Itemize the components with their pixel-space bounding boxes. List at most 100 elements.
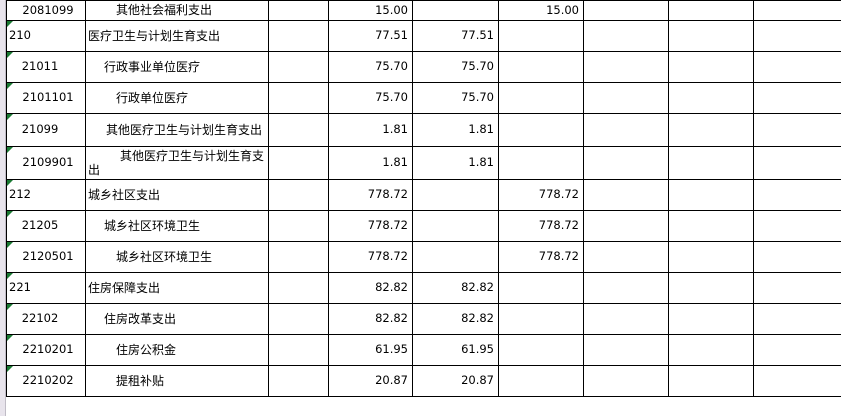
cell-amount-empty[interactable]: [583, 303, 669, 335]
cell-amount-empty[interactable]: [583, 51, 669, 83]
cell-amount-empty[interactable]: [753, 334, 841, 366]
cell-amount-empty[interactable]: [268, 272, 329, 304]
table-row[interactable]: 21205 城乡社区环境卫生 778.72 778.72: [6, 210, 841, 242]
cell-budget-code[interactable]: 2109901: [6, 146, 86, 180]
cell-budget-code[interactable]: 21011: [6, 51, 86, 83]
cell-amount-empty[interactable]: [753, 365, 841, 397]
cell-budget-item-name[interactable]: 城乡社区环境卫生: [85, 241, 269, 273]
cell-amount-empty[interactable]: [268, 113, 329, 147]
cell-amount[interactable]: 778.72: [328, 210, 413, 242]
table-row[interactable]: 22102 住房改革支出 82.82 82.82: [6, 303, 841, 335]
cell-budget-code[interactable]: 22102: [6, 303, 86, 335]
cell-amount-empty[interactable]: [668, 334, 754, 366]
cell-amount-empty[interactable]: [498, 334, 584, 366]
cell-amount-empty[interactable]: [753, 303, 841, 335]
cell-amount[interactable]: 77.51: [328, 20, 413, 52]
table-row[interactable]: 210 医疗卫生与计划生育支出 77.51 77.51: [6, 20, 841, 52]
cell-amount[interactable]: 778.72: [498, 241, 584, 273]
cell-amount-empty[interactable]: [668, 20, 754, 52]
cell-amount-empty[interactable]: [268, 179, 329, 211]
cell-amount-empty[interactable]: [498, 146, 584, 180]
cell-amount-empty[interactable]: [268, 146, 329, 180]
cell-amount-empty[interactable]: [412, 210, 499, 242]
cell-amount-empty[interactable]: [583, 334, 669, 366]
cell-amount[interactable]: 1.81: [328, 113, 413, 147]
cell-amount-empty[interactable]: [753, 241, 841, 273]
cell-amount-empty[interactable]: [498, 303, 584, 335]
cell-amount[interactable]: 75.70: [412, 82, 499, 114]
cell-amount-empty[interactable]: [753, 82, 841, 114]
cell-budget-code[interactable]: 21205: [6, 210, 86, 242]
cell-amount-empty[interactable]: [753, 51, 841, 83]
cell-amount-empty[interactable]: [412, 179, 499, 211]
cell-amount-empty[interactable]: [668, 0, 754, 21]
cell-amount-empty[interactable]: [583, 210, 669, 242]
budget-expenditure-table[interactable]: 2081099 其他社会福利支出 15.00 15.00 210 医疗卫生与计划生育支出 7…: [6, 0, 841, 397]
cell-amount-empty[interactable]: [412, 0, 499, 21]
cell-budget-item-name[interactable]: 住房保障支出: [85, 272, 269, 304]
cell-amount[interactable]: 82.82: [328, 303, 413, 335]
cell-amount[interactable]: 82.82: [412, 303, 499, 335]
cell-amount-empty[interactable]: [268, 303, 329, 335]
cell-amount-empty[interactable]: [498, 20, 584, 52]
cell-amount-empty[interactable]: [498, 82, 584, 114]
cell-amount-empty[interactable]: [668, 272, 754, 304]
cell-amount-empty[interactable]: [753, 210, 841, 242]
cell-amount[interactable]: 82.82: [412, 272, 499, 304]
cell-amount[interactable]: 15.00: [498, 0, 584, 21]
table-row[interactable]: 21011 行政事业单位医疗 75.70 75.70: [6, 51, 841, 83]
table-row[interactable]: 21099 其他医疗卫生与计划生育支出 1.81 1.81: [6, 113, 841, 147]
cell-budget-code[interactable]: 2101101: [6, 82, 86, 114]
cell-budget-item-name[interactable]: 医疗卫生与计划生育支出: [85, 20, 269, 52]
cell-amount-empty[interactable]: [583, 272, 669, 304]
cell-amount[interactable]: 778.72: [328, 241, 413, 273]
cell-amount-empty[interactable]: [753, 20, 841, 52]
cell-budget-code[interactable]: 2081099: [6, 0, 86, 21]
cell-amount-empty[interactable]: [583, 179, 669, 211]
cell-amount[interactable]: 82.82: [328, 272, 413, 304]
cell-amount[interactable]: 1.81: [328, 146, 413, 180]
cell-amount[interactable]: 778.72: [498, 179, 584, 211]
cell-amount-empty[interactable]: [268, 334, 329, 366]
table-row[interactable]: 2101101 行政单位医疗 75.70 75.70: [6, 82, 841, 114]
cell-amount[interactable]: 75.70: [328, 82, 413, 114]
cell-budget-item-name[interactable]: 提租补贴: [85, 365, 269, 397]
cell-amount[interactable]: 1.81: [412, 146, 499, 180]
cell-amount[interactable]: 778.72: [498, 210, 584, 242]
cell-budget-code[interactable]: 221: [6, 272, 86, 304]
cell-amount-empty[interactable]: [753, 272, 841, 304]
cell-budget-item-name[interactable]: 行政事业单位医疗: [85, 51, 269, 83]
cell-budget-item-name[interactable]: 城乡社区环境卫生: [85, 210, 269, 242]
cell-budget-code[interactable]: 21099: [6, 113, 86, 147]
table-row[interactable]: 2081099 其他社会福利支出 15.00 15.00: [6, 0, 841, 21]
cell-amount-empty[interactable]: [668, 210, 754, 242]
cell-amount-empty[interactable]: [498, 272, 584, 304]
cell-amount-empty[interactable]: [753, 179, 841, 211]
cell-amount[interactable]: 75.70: [412, 51, 499, 83]
cell-amount-empty[interactable]: [268, 365, 329, 397]
cell-amount-empty[interactable]: [583, 146, 669, 180]
cell-amount[interactable]: 778.72: [328, 179, 413, 211]
cell-amount-empty[interactable]: [668, 241, 754, 273]
table-row[interactable]: 221 住房保障支出 82.82 82.82: [6, 272, 841, 304]
cell-amount-empty[interactable]: [668, 303, 754, 335]
cell-amount-empty[interactable]: [668, 146, 754, 180]
cell-amount-empty[interactable]: [583, 113, 669, 147]
cell-budget-code[interactable]: 212: [6, 179, 86, 211]
cell-amount[interactable]: 61.95: [328, 334, 413, 366]
table-row[interactable]: 2210201 住房公积金 61.95 61.95: [6, 334, 841, 366]
cell-amount-empty[interactable]: [753, 0, 841, 21]
cell-amount-empty[interactable]: [268, 0, 329, 21]
cell-amount-empty[interactable]: [268, 20, 329, 52]
cell-amount-empty[interactable]: [268, 82, 329, 114]
cell-budget-item-name[interactable]: 住房公积金: [85, 334, 269, 366]
cell-amount-empty[interactable]: [498, 51, 584, 83]
cell-amount-empty[interactable]: [583, 82, 669, 114]
cell-amount-empty[interactable]: [583, 0, 669, 21]
cell-amount-empty[interactable]: [753, 146, 841, 180]
cell-amount[interactable]: 61.95: [412, 334, 499, 366]
cell-amount-empty[interactable]: [268, 241, 329, 273]
table-row[interactable]: 212 城乡社区支出 778.72 778.72: [6, 179, 841, 211]
cell-amount[interactable]: 77.51: [412, 20, 499, 52]
cell-budget-item-name[interactable]: 行政单位医疗: [85, 82, 269, 114]
